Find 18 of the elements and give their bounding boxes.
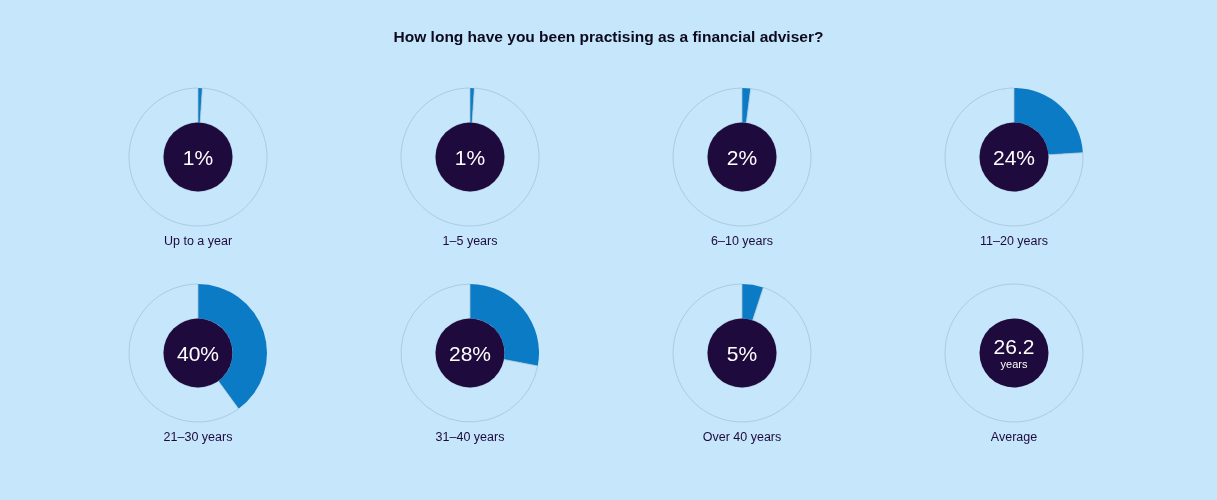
text: 5% xyxy=(726,341,758,365)
text: 21–30 years xyxy=(163,430,233,444)
text: Over 40 years xyxy=(702,430,782,444)
text: Up to a year xyxy=(163,234,233,248)
text: Average xyxy=(990,430,1038,444)
text: 11–20 years xyxy=(980,234,1048,248)
text: 1% xyxy=(454,145,486,169)
text: 40% xyxy=(176,341,220,365)
text: 24% xyxy=(992,145,1036,169)
text: years xyxy=(1000,358,1028,370)
text: 1% xyxy=(182,145,214,169)
text: 1–5 years xyxy=(442,234,498,248)
text: 31–40 years xyxy=(435,430,505,444)
text: 28% xyxy=(448,341,492,365)
text: How long have you been practising as a financial adviser? xyxy=(393,28,824,45)
text: 2% xyxy=(726,145,758,169)
text: 26.2 xyxy=(993,335,1035,358)
text: 6–10 years xyxy=(711,234,773,248)
